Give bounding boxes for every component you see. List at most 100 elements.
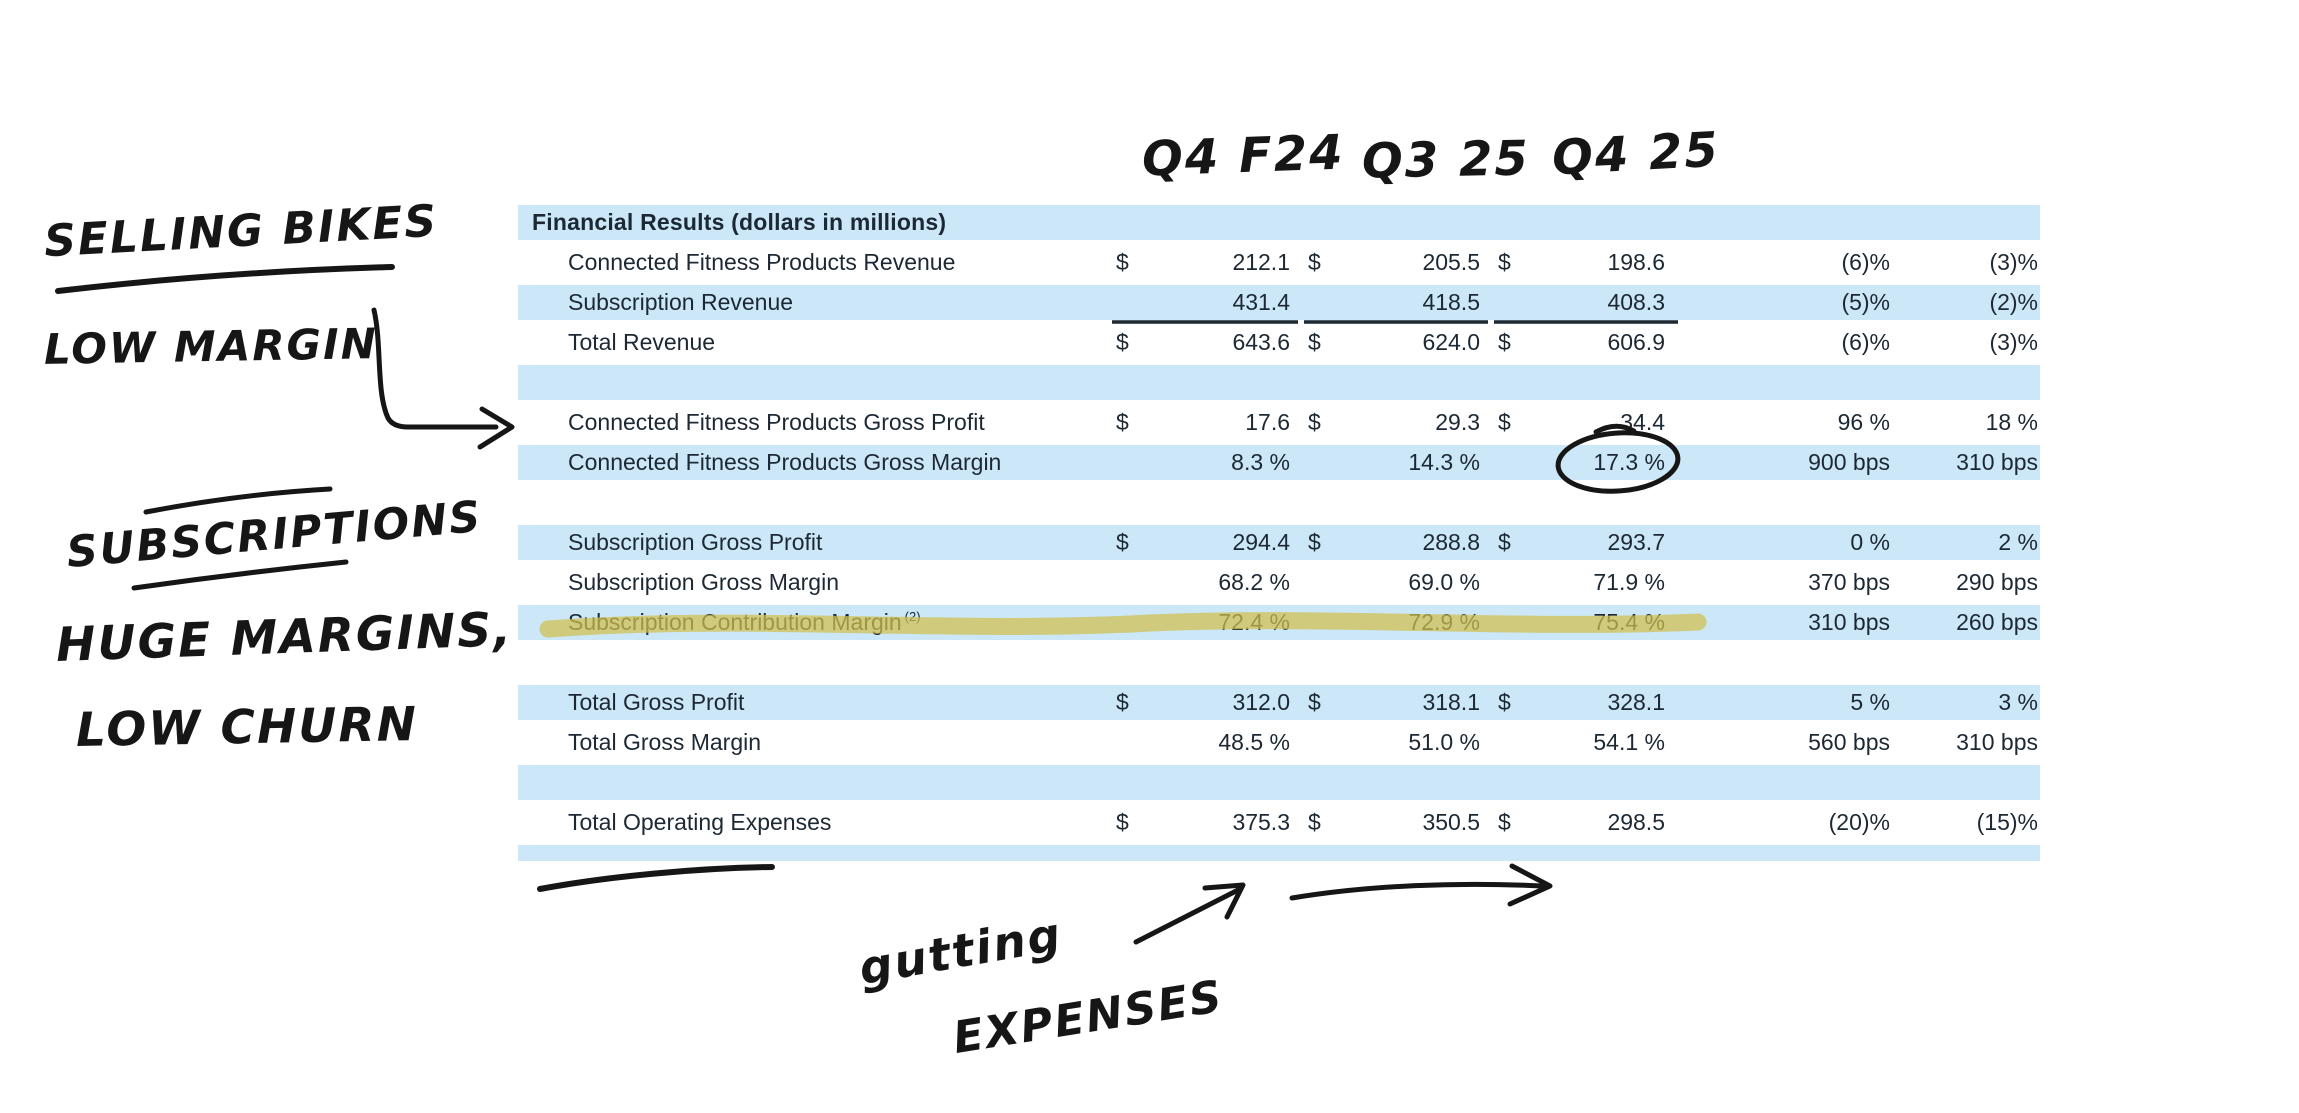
handwritten-note-low-margin: LOW MARGIN — [43, 319, 379, 374]
value-q425: 34.4 — [1620, 409, 1665, 435]
value-q325: 418.5 — [1422, 289, 1480, 315]
row-label: Subscription Revenue — [568, 289, 794, 315]
value-q4f24: 17.6 — [1245, 409, 1290, 435]
qoq-change: 260 bps — [1956, 609, 2038, 635]
handwritten-col-header-q4f24: Q4 F24 — [1141, 124, 1346, 188]
yoy-change: 310 bps — [1808, 609, 1890, 635]
value-q425: 54.1 % — [1593, 729, 1665, 755]
yoy-change: (6)% — [1841, 249, 1890, 275]
value-q325: 69.0 % — [1408, 569, 1480, 595]
value-q425: 198.6 — [1607, 249, 1665, 275]
value-q425: 293.7 — [1607, 529, 1665, 555]
table-row: Subscription Revenue 431.4 418.5 408.3 (5)% (… — [518, 285, 2040, 320]
dollar-sign: $ — [1116, 809, 1129, 835]
table-row: Subscription Gross Margin 68.2 % 69.0 % 71.… — [518, 565, 2040, 600]
handwritten-col-header-q325: Q3 25 — [1361, 130, 1531, 190]
dollar-sign: $ — [1308, 809, 1321, 835]
qoq-change: 18 % — [1985, 409, 2038, 435]
row-label: Total Operating Expenses — [568, 809, 832, 835]
yoy-change: (6)% — [1841, 329, 1890, 355]
value-q4f24: 294.4 — [1232, 529, 1290, 555]
value-q325: 318.1 — [1422, 689, 1480, 715]
qoq-change: 310 bps — [1956, 729, 2038, 755]
yoy-change: 0 % — [1850, 529, 1890, 555]
yoy-change: (20)% — [1828, 809, 1890, 835]
low-margin-arrow-line — [371, 307, 499, 430]
row-label: Connected Fitness Products Gross Profit — [568, 409, 985, 435]
value-q4f24: 643.6 — [1232, 329, 1290, 355]
handwritten-note-selling-bikes: SELLING BIKES — [42, 195, 440, 268]
rising-arrow-line — [1133, 886, 1243, 945]
bottom-underline-stroke — [537, 864, 775, 892]
yoy-change: (5)% — [1841, 289, 1890, 315]
dollar-sign: $ — [1308, 529, 1321, 555]
value-q425: 298.5 — [1607, 809, 1665, 835]
row-label: Total Gross Margin — [568, 729, 762, 755]
dollar-sign: $ — [1498, 409, 1511, 435]
value-q325: 350.5 — [1422, 809, 1480, 835]
table-header-row: Financial Results (dollars in millions) — [518, 205, 2040, 240]
spacer-row — [518, 645, 2040, 680]
value-q425: 328.1 — [1607, 689, 1665, 715]
value-q325: 51.0 % — [1408, 729, 1480, 755]
qoq-change: (3)% — [1989, 249, 2038, 275]
dollar-sign: $ — [1116, 689, 1129, 715]
dollar-sign: $ — [1308, 249, 1321, 275]
qoq-change: (3)% — [1989, 329, 2038, 355]
qoq-change: 2 % — [1998, 529, 2038, 555]
handwritten-note-subscriptions: SUBSCRIPTIONS — [64, 491, 484, 579]
value-q4f24: 212.1 — [1232, 249, 1290, 275]
value-q4f24: 68.2 % — [1218, 569, 1290, 595]
dollar-sign: $ — [1308, 409, 1321, 435]
yoy-change: 560 bps — [1808, 729, 1890, 755]
qoq-change: 290 bps — [1956, 569, 2038, 595]
value-q4f24: 312.0 — [1232, 689, 1290, 715]
table-title: Financial Results (dollars in millions) — [532, 209, 947, 235]
yoy-change: 900 bps — [1808, 449, 1890, 475]
handwritten-col-header-q425: Q4 25 — [1550, 121, 1722, 187]
handwritten-note-huge-margins: HUGE MARGINS, — [55, 602, 514, 673]
value-q4f24: 431.4 — [1232, 289, 1290, 315]
row-label: Total Revenue — [568, 329, 716, 355]
row-label: Subscription Gross Profit — [568, 529, 823, 555]
yoy-change: 96 % — [1837, 409, 1890, 435]
table-row: Connected Fitness Products Gross Margin 8… — [518, 445, 2040, 480]
value-q325: 29.3 — [1435, 409, 1480, 435]
dollar-sign: $ — [1498, 329, 1511, 355]
yoy-change: 5 % — [1850, 689, 1890, 715]
value-q4f24: 72.4 % — [1218, 609, 1290, 635]
table-row: Total Gross Profit $312.0 $318.1 $328.1 5 % 3… — [518, 685, 2040, 720]
value-q425: 71.9 % — [1593, 569, 1665, 595]
table-row: Total Operating Expenses $375.3 $350.5 $298… — [518, 805, 2040, 840]
spacer-row — [518, 845, 2040, 861]
table-row: Total Gross Margin 48.5 % 51.0 % 54.1 % 560 … — [518, 725, 2040, 760]
row-label: Connected Fitness Products Gross Margin — [568, 449, 1002, 475]
table-row: Subscription Gross Profit $294.4 $288.8 $29… — [518, 525, 2040, 560]
qoq-change: 3 % — [1998, 689, 2038, 715]
table-row: Connected Fitness Products Gross Profit $… — [518, 405, 2040, 440]
qoq-change: 310 bps — [1956, 449, 2038, 475]
dollar-sign: $ — [1498, 809, 1511, 835]
low-margin-arrowhead — [477, 406, 515, 450]
row-label: Subscription Contribution Margin (2) — [568, 609, 921, 635]
qoq-change: (15)% — [1976, 809, 2038, 835]
value-q425: 75.4 % — [1593, 609, 1665, 635]
value-q325: 14.3 % — [1408, 449, 1480, 475]
selling-bikes-underline — [55, 264, 395, 294]
table-row: Total Revenue $643.6 $624.0 $606.9 (6)% (3)% — [518, 325, 2040, 360]
value-q325: 205.5 — [1422, 249, 1480, 275]
table-row: Subscription Contribution Margin (2) 72.4 … — [518, 605, 2040, 640]
dollar-sign: $ — [1308, 689, 1321, 715]
row-label: Connected Fitness Products Revenue — [568, 249, 956, 275]
dollar-sign: $ — [1308, 329, 1321, 355]
value-q4f24: 8.3 % — [1231, 449, 1290, 475]
value-q325: 288.8 — [1422, 529, 1480, 555]
value-q4f24: 48.5 % — [1218, 729, 1290, 755]
row-label: Total Gross Profit — [568, 689, 745, 715]
rising-arrow-head — [1202, 882, 1246, 920]
handwritten-note-expenses: EXPENSES — [949, 971, 1227, 1065]
value-q325: 624.0 — [1422, 329, 1480, 355]
yoy-change: 370 bps — [1808, 569, 1890, 595]
dollar-sign: $ — [1498, 689, 1511, 715]
